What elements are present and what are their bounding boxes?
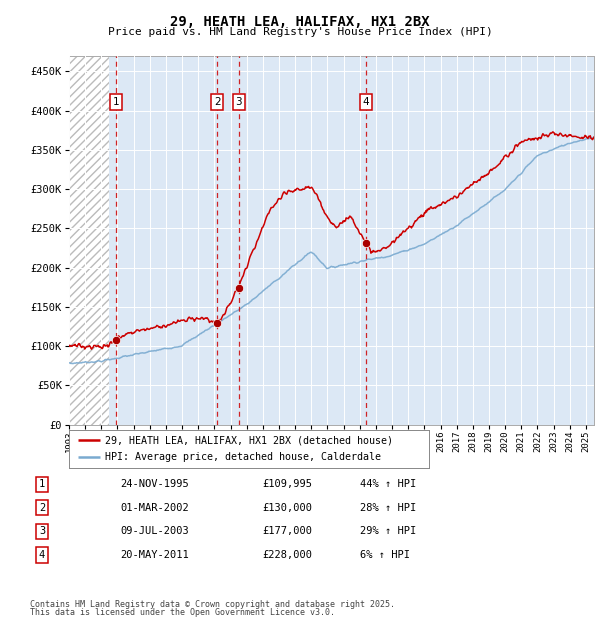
Text: HPI: Average price, detached house, Calderdale: HPI: Average price, detached house, Cald…: [105, 453, 381, 463]
Text: 01-MAR-2002: 01-MAR-2002: [120, 503, 189, 513]
Text: £177,000: £177,000: [262, 526, 312, 536]
Text: 6% ↑ HPI: 6% ↑ HPI: [360, 550, 410, 560]
Text: 28% ↑ HPI: 28% ↑ HPI: [360, 503, 416, 513]
Text: £109,995: £109,995: [262, 479, 312, 489]
Text: 1: 1: [113, 97, 119, 107]
Text: 2: 2: [214, 97, 220, 107]
Text: 3: 3: [39, 526, 45, 536]
Text: 1: 1: [39, 479, 45, 489]
Text: This data is licensed under the Open Government Licence v3.0.: This data is licensed under the Open Gov…: [30, 608, 335, 617]
Text: 29, HEATH LEA, HALIFAX, HX1 2BX: 29, HEATH LEA, HALIFAX, HX1 2BX: [170, 16, 430, 30]
Text: 4: 4: [362, 97, 369, 107]
Text: 09-JUL-2003: 09-JUL-2003: [120, 526, 189, 536]
Text: 44% ↑ HPI: 44% ↑ HPI: [360, 479, 416, 489]
Text: 4: 4: [39, 550, 45, 560]
Text: 2: 2: [39, 503, 45, 513]
Text: Price paid vs. HM Land Registry's House Price Index (HPI): Price paid vs. HM Land Registry's House …: [107, 27, 493, 37]
Text: 29% ↑ HPI: 29% ↑ HPI: [360, 526, 416, 536]
Text: Contains HM Land Registry data © Crown copyright and database right 2025.: Contains HM Land Registry data © Crown c…: [30, 600, 395, 609]
Text: 24-NOV-1995: 24-NOV-1995: [120, 479, 189, 489]
Text: £228,000: £228,000: [262, 550, 312, 560]
Text: £130,000: £130,000: [262, 503, 312, 513]
Text: 3: 3: [236, 97, 242, 107]
Text: 20-MAY-2011: 20-MAY-2011: [120, 550, 189, 560]
Text: 29, HEATH LEA, HALIFAX, HX1 2BX (detached house): 29, HEATH LEA, HALIFAX, HX1 2BX (detache…: [105, 435, 393, 445]
